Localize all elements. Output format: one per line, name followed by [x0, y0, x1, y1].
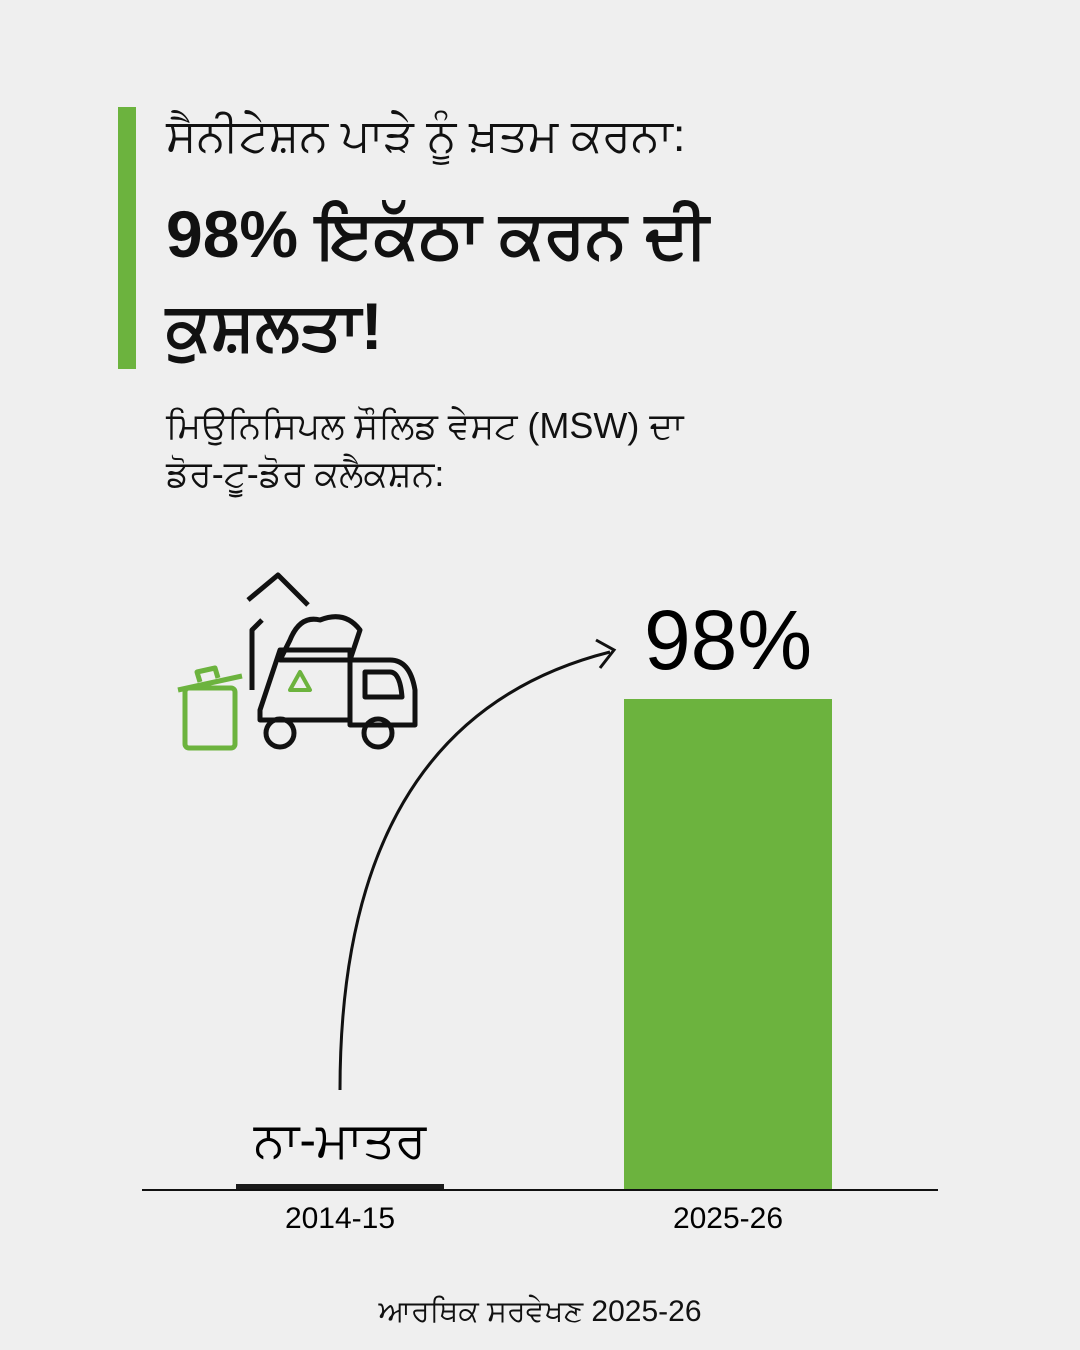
- source: ਆਰਥਿਕ ਸਰਵੇਖਣ 2025-26: [378, 1295, 702, 1328]
- trend-arrow: [338, 650, 611, 1091]
- x-tick-label: 2014-15: [285, 1202, 395, 1235]
- title-headline: 98% ਇਕੱਠਾ ਕਰਨ ਦੀ ਕੁਸ਼ਲਤਾ!: [166, 197, 709, 363]
- title: ਸੈਨੀਟੇਸ਼ਨ ਪਾੜੇ ਨੂੰ ਖ਼ਤਮ ਕਰਨਾ:: [166, 109, 686, 161]
- value-label: 98%: [644, 593, 812, 687]
- x-tick-label: 2025-26: [673, 1202, 783, 1235]
- bar: [236, 1184, 444, 1189]
- subtitle: ਮਿਉਨਿਸਿਪਲ ਸੌਲਿਡ ਵੇਸਟ (MSW) ਦਾ ਡੋਰ-ਟੂ-ਡੋਰ…: [166, 405, 684, 494]
- truck-icon: [177, 572, 418, 751]
- arrow-head: [595, 638, 617, 669]
- bar: [624, 699, 832, 1189]
- accent-bar: [118, 107, 136, 369]
- chart: 2014-15 ਨਾ-ਮਾਤਰ 2025-26 98%: [142, 572, 938, 1235]
- value-label: ਨਾ-ਮਾਤਰ: [253, 1112, 427, 1168]
